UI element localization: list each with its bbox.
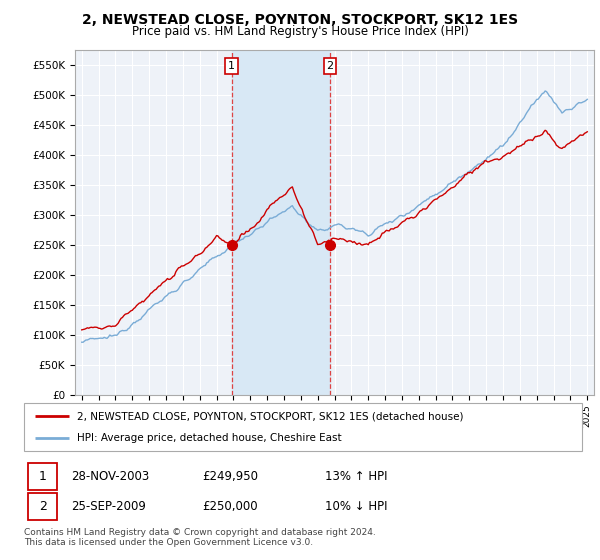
Bar bbox=[28, 463, 58, 490]
Text: 25-SEP-2009: 25-SEP-2009 bbox=[71, 500, 146, 513]
Bar bbox=[28, 493, 58, 520]
Text: 1: 1 bbox=[39, 470, 47, 483]
Text: Contains HM Land Registry data © Crown copyright and database right 2024.
This d: Contains HM Land Registry data © Crown c… bbox=[24, 528, 376, 547]
Text: £250,000: £250,000 bbox=[203, 500, 258, 513]
Text: £249,950: £249,950 bbox=[203, 470, 259, 483]
Text: 1: 1 bbox=[228, 60, 235, 71]
Text: 13% ↑ HPI: 13% ↑ HPI bbox=[325, 470, 388, 483]
Text: 2: 2 bbox=[326, 60, 334, 71]
Text: 2, NEWSTEAD CLOSE, POYNTON, STOCKPORT, SK12 1ES: 2, NEWSTEAD CLOSE, POYNTON, STOCKPORT, S… bbox=[82, 13, 518, 27]
Text: HPI: Average price, detached house, Cheshire East: HPI: Average price, detached house, Ches… bbox=[77, 433, 341, 443]
Bar bbox=[232, 50, 330, 395]
Text: 28-NOV-2003: 28-NOV-2003 bbox=[71, 470, 149, 483]
Text: 10% ↓ HPI: 10% ↓ HPI bbox=[325, 500, 388, 513]
Text: 2, NEWSTEAD CLOSE, POYNTON, STOCKPORT, SK12 1ES (detached house): 2, NEWSTEAD CLOSE, POYNTON, STOCKPORT, S… bbox=[77, 411, 464, 421]
Text: Price paid vs. HM Land Registry's House Price Index (HPI): Price paid vs. HM Land Registry's House … bbox=[131, 25, 469, 38]
Text: 2: 2 bbox=[39, 500, 47, 513]
